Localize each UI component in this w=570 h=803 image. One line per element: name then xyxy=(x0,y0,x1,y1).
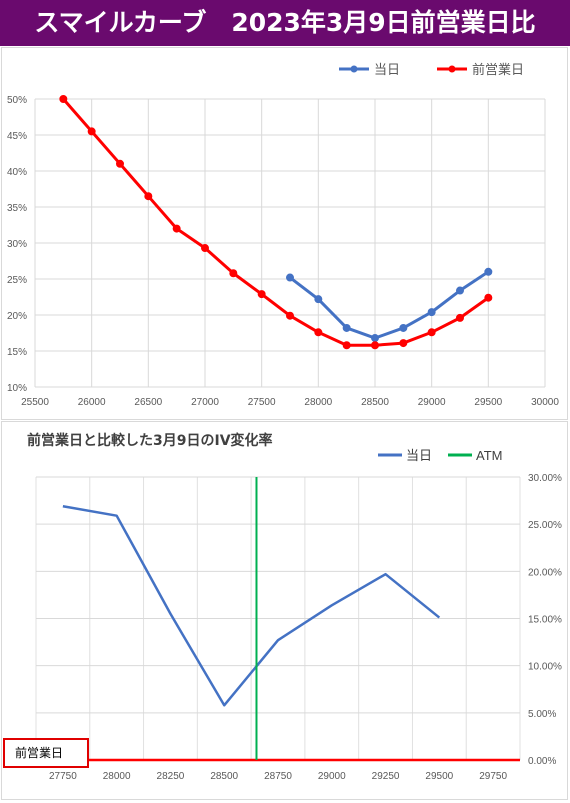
data-point-prev-day xyxy=(116,159,124,168)
data-point-prev-day xyxy=(484,293,493,302)
y-tick-label: 30% xyxy=(7,239,27,250)
iv-change-chart: 0.00% 5.00% 10.00% 15.00% 20.00% 25.00% 30.00%… xyxy=(1,421,568,800)
y-tick-label: 20.00% xyxy=(528,567,562,578)
y-tick-label: 25% xyxy=(7,275,27,286)
y-tick-label: 15% xyxy=(7,347,27,358)
y-tick-label: 50% xyxy=(7,95,27,106)
data-point-today xyxy=(399,323,408,332)
y-tick-label: 0.00% xyxy=(528,756,556,767)
legend-marker xyxy=(448,65,456,73)
x-tick-label: 30000 xyxy=(531,397,559,408)
y-tick-label: 20% xyxy=(7,311,27,322)
data-point-prev-day xyxy=(257,290,266,299)
data-point-prev-day xyxy=(371,341,379,350)
iv-change-svg: 0.00% 5.00% 10.00% 15.00% 20.00% 25.00% 30.00%… xyxy=(35,448,562,782)
x-tick-label: 26500 xyxy=(134,397,162,408)
legend-marker xyxy=(350,65,358,73)
y-tick-label: 10% xyxy=(7,383,27,394)
y-tick-label: 15.00% xyxy=(528,615,562,626)
x-tick-label: 28000 xyxy=(304,397,332,408)
baseline-label: 前営業日 xyxy=(3,738,89,768)
y-tick-label: 35% xyxy=(7,203,27,214)
series-line-prev-day xyxy=(62,98,490,347)
legend-label: 当日 xyxy=(406,448,432,463)
y-tick-label: 25.00% xyxy=(528,520,562,531)
x-tick-label: 29000 xyxy=(318,771,346,782)
y-tick-label: 30.00% xyxy=(528,473,562,484)
x-tick-label: 29250 xyxy=(372,771,400,782)
x-tick-label: 26000 xyxy=(78,397,106,408)
x-tick-label: 27000 xyxy=(191,397,219,408)
x-tick-label: 29500 xyxy=(425,771,453,782)
data-point-today xyxy=(456,286,464,295)
data-point-prev-day xyxy=(201,244,209,253)
y-tick-label: 5.00% xyxy=(528,709,556,720)
series-line-today xyxy=(62,505,441,707)
legend-label: 前営業日 xyxy=(472,62,524,77)
smile-curve-chart: 25500 26000 26500 27000 27500 28000 28500 29000… xyxy=(1,47,568,420)
data-point-prev-day xyxy=(59,95,68,103)
data-point-prev-day xyxy=(144,192,153,201)
x-tick-label: 27750 xyxy=(49,771,77,782)
data-point-prev-day xyxy=(427,328,436,337)
data-point-prev-day xyxy=(172,224,181,233)
data-point-prev-day xyxy=(286,311,294,320)
x-tick-label: 28500 xyxy=(361,397,389,408)
smile-curve-svg: 25500 26000 26500 27000 27500 28000 28500 29000… xyxy=(7,62,559,408)
data-point-today xyxy=(314,295,323,304)
x-tick-label: 28250 xyxy=(157,771,185,782)
y-tick-label: 45% xyxy=(7,131,27,142)
data-point-prev-day xyxy=(229,269,238,278)
x-tick-label: 27500 xyxy=(248,397,276,408)
x-tick-label: 29500 xyxy=(474,397,502,408)
data-point-today xyxy=(484,267,493,276)
x-tick-label: 25500 xyxy=(21,397,49,408)
y-tick-label: 10.00% xyxy=(528,662,562,673)
data-point-today xyxy=(427,308,436,317)
data-point-prev-day xyxy=(342,341,351,350)
legend-label: 当日 xyxy=(374,62,400,77)
x-tick-label: 28750 xyxy=(264,771,292,782)
data-point-today xyxy=(371,334,379,343)
data-point-prev-day xyxy=(399,339,408,348)
x-tick-label: 29750 xyxy=(479,771,507,782)
data-point-today xyxy=(342,323,351,332)
y-tick-label: 40% xyxy=(7,167,27,178)
x-tick-label: 28000 xyxy=(103,771,131,782)
data-point-prev-day xyxy=(87,127,96,136)
page-title: スマイルカーブ 2023年3月9日前営業日比 xyxy=(0,0,570,46)
series-line-today xyxy=(289,270,490,340)
data-point-prev-day xyxy=(314,328,323,337)
data-point-prev-day xyxy=(456,313,464,322)
x-tick-label: 28500 xyxy=(210,771,238,782)
x-tick-label: 29000 xyxy=(418,397,446,408)
legend-label: ATM xyxy=(476,448,502,463)
chart2-title: 前営業日と比較した3月9日のIV変化率 xyxy=(27,433,273,449)
data-point-today xyxy=(286,273,294,282)
